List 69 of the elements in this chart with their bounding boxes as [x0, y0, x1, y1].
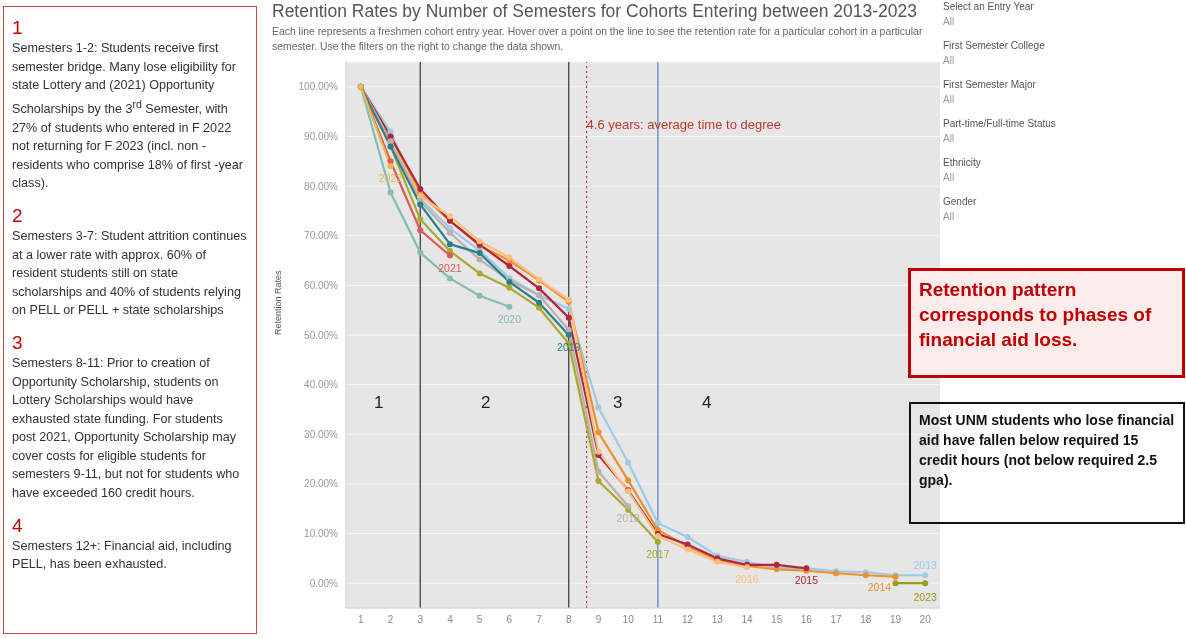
series-label: 2021	[438, 261, 462, 274]
series-label: 2023	[913, 591, 937, 604]
x-tick-label: 9	[595, 614, 602, 626]
annotation: 3	[613, 393, 623, 413]
text: Semesters 12+: Financial aid, including PELL, has been exhausted.	[12, 537, 233, 574]
text: All	[943, 93, 956, 107]
text: Select an Entry Year	[943, 0, 1035, 14]
x-tick-label: 12	[681, 614, 694, 626]
text: 4	[12, 514, 24, 537]
y-tick-label: 0.00%	[309, 577, 339, 589]
text: First Semester Major	[943, 78, 1037, 92]
text: 2	[12, 204, 24, 227]
x-tick-label: 2	[387, 614, 394, 626]
text: Semesters 1-2: Students receive first semester bridge. Many lose eligibility for state Lottery and (2021) Opportunity Scholarships by the 3$^{rd}$ Semester, with 27% of students who entered in F 2022 not returning for F 2023 (incl. non -residents who comprise 18% of first -year class).	[12, 41, 243, 191]
text: First Semester College	[943, 39, 1046, 53]
text: Semesters 3-7: Student attrition continues at a lower rate with approx. 60% of resident students still on state scholarships and 40% of students relying on PELL or PELL + state scholarships	[12, 227, 248, 320]
text: 1	[12, 17, 24, 39]
chart-subtitle: Each line represents a freshmen cohort entry year. Hover over a point on the line to see the retention rate for a particular cohort in a particular semester. Use the filters on the right to change the data shown.	[272, 25, 924, 54]
annotation: 1	[374, 393, 384, 413]
x-tick-label: 5	[476, 614, 483, 626]
text: All	[943, 54, 956, 68]
x-tick-label: 13	[711, 614, 724, 626]
y-tick-label: 30.00%	[304, 428, 339, 440]
x-tick-label: 6	[506, 614, 513, 626]
text: All	[943, 15, 956, 29]
x-tick-label: 15	[771, 614, 783, 626]
y-tick-label: 90.00%	[304, 131, 339, 142]
x-tick-label: 3	[417, 614, 424, 626]
text: Ethnicity	[943, 156, 982, 170]
annotation: 2	[481, 393, 491, 413]
text: Gender	[943, 195, 978, 209]
text: Part-time/Full-time Status	[943, 117, 1056, 131]
series-label: 2015	[794, 574, 819, 587]
chart-title: Retention Rates by Number of Semesters for Cohorts Entering between 2013-2023	[272, 1, 918, 22]
x-tick-label: 20	[919, 614, 932, 626]
x-tick-label: 7	[536, 614, 543, 626]
x-tick-label: 4	[447, 614, 454, 626]
x-tick-label: 10	[622, 614, 635, 626]
ref-line-label: 4.6 years: average time to degree	[586, 117, 781, 133]
y-tick-label: 20.00%	[304, 478, 339, 490]
series-label: 2013	[913, 559, 937, 572]
x-tick-label: 11	[652, 614, 664, 626]
text: All	[943, 210, 956, 224]
x-tick-label: 1	[358, 614, 365, 626]
y-tick-label: 40.00%	[304, 379, 339, 391]
x-tick-label: 8	[565, 614, 572, 626]
x-tick-label: 14	[741, 614, 753, 626]
annotation: Retention pattern corresponds to phases of financial aid loss.	[908, 268, 1185, 378]
series-label: 2017	[646, 547, 670, 560]
text: All	[943, 132, 956, 146]
annotation: 4	[702, 393, 712, 413]
series-label: 2014	[867, 580, 892, 593]
annotation: Most UNM students who lose financial aid have fallen below required 15 credit hours (not below required 2.5 gpa).	[909, 402, 1185, 524]
y-tick-label: 10.00%	[304, 528, 339, 540]
series-label: 2016	[735, 573, 759, 586]
y-tick-label: 80.00%	[304, 180, 339, 192]
y-tick-label: 100.00%	[298, 81, 339, 93]
text: Semesters 8-11: Prior to creation of Opportunity Scholarship, students on Lottery Scholarships would have exhausted state funding. For students post 2021, Opportunity Scholarship may cover costs for eligible students for semesters 9-11, but not for students who have exceeded 160 credit hours.	[12, 354, 241, 503]
text: 3	[12, 331, 24, 354]
x-tick-label: 17	[830, 614, 843, 626]
y-tick-label: 70.00%	[304, 230, 339, 242]
x-tick-label: 18	[860, 614, 872, 626]
x-tick-label: 16	[800, 614, 813, 626]
y-tick-label: 60.00%	[304, 279, 339, 291]
x-tick-label: 19	[889, 614, 902, 626]
y-tick-label: 50.00%	[304, 329, 339, 341]
y-axis-title: Retention Rates	[273, 269, 284, 335]
series-label: 2020	[497, 312, 522, 325]
text: All	[943, 171, 956, 185]
